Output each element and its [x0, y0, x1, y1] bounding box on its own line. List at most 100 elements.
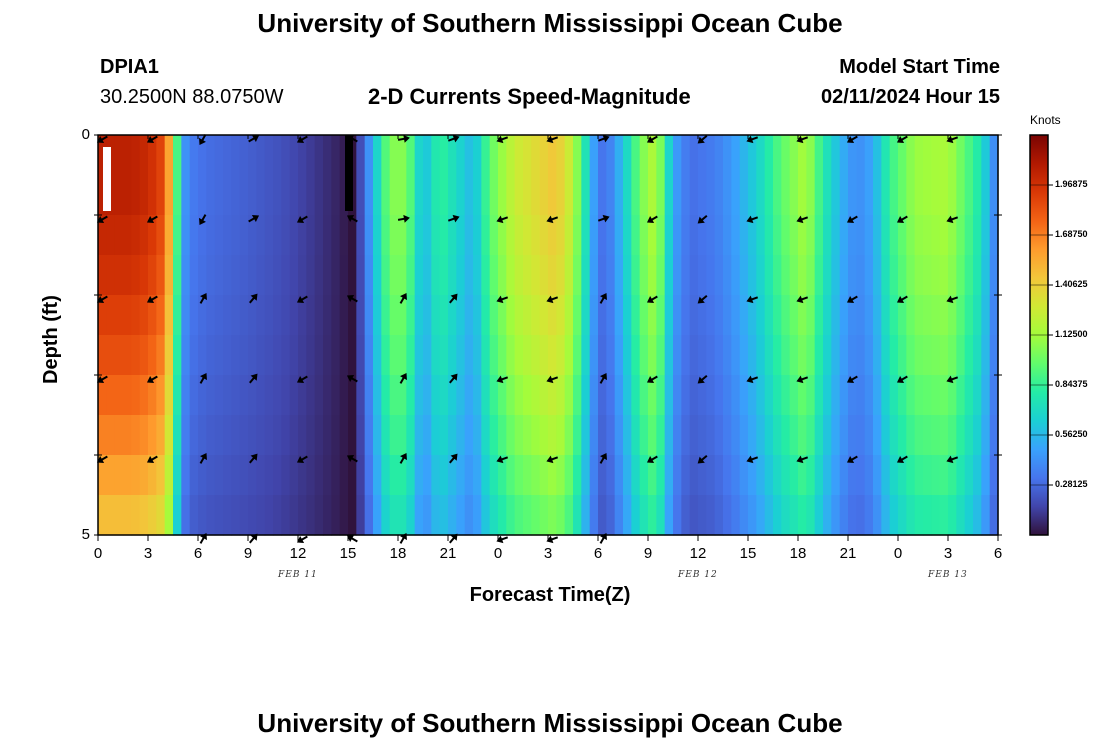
heatmap-cell	[714, 495, 724, 536]
heatmap-cell	[156, 215, 166, 256]
heatmap-cell	[656, 415, 666, 456]
heatmap-cell	[981, 495, 991, 536]
heatmap-cell	[898, 375, 907, 416]
heatmap-cell	[189, 215, 199, 256]
heatmap-cell	[106, 375, 116, 416]
heatmap-cell	[981, 295, 991, 336]
heatmap-cell	[739, 335, 749, 376]
heatmap-cell	[473, 295, 482, 336]
arrow-head	[946, 455, 954, 464]
heatmap-cell	[573, 375, 582, 416]
heatmap-cell	[939, 255, 949, 296]
heatmap-cell	[839, 415, 849, 456]
vector-arrow	[496, 455, 509, 464]
heatmap-cell	[931, 135, 941, 176]
heatmap-cell	[306, 215, 316, 256]
arrow-head	[846, 456, 855, 463]
heatmap-cell	[106, 415, 116, 456]
heatmap-cell	[714, 455, 724, 496]
heatmap-cell	[598, 455, 607, 496]
heatmap-cell	[581, 495, 591, 536]
heatmap-cell	[273, 295, 282, 336]
heatmap-cell	[339, 295, 349, 336]
heatmap-cell	[548, 335, 557, 376]
heatmap-cell	[114, 495, 124, 536]
heatmap-cell	[831, 295, 841, 336]
heatmap-cell	[914, 135, 924, 176]
heatmap-cell	[781, 135, 791, 176]
heatmap-cell	[764, 215, 774, 256]
heatmap-cell	[881, 135, 891, 176]
heatmap-cell	[239, 215, 249, 256]
vector-arrow	[146, 455, 158, 463]
heatmap-cell	[548, 375, 557, 416]
heatmap-cell	[731, 455, 741, 496]
heatmap-cell	[364, 295, 374, 336]
colorbar-tick-label: 0.56250	[1055, 429, 1088, 439]
vector-arrow	[397, 134, 410, 143]
heatmap-cell	[748, 335, 757, 376]
heatmap-cell	[214, 415, 224, 456]
heatmap-cell	[956, 375, 966, 416]
heatmap-cell	[731, 295, 741, 336]
heatmap-cell	[381, 495, 391, 536]
heatmap-cell	[606, 295, 616, 336]
heatmap-cell	[164, 375, 174, 416]
heatmap-cell	[323, 295, 332, 336]
heatmap-cell	[356, 495, 366, 536]
vector-arrow	[248, 135, 260, 143]
heatmap-cell	[839, 495, 849, 536]
heatmap-cell	[623, 135, 632, 176]
heatmap-cell	[156, 135, 166, 176]
heatmap-cell	[314, 295, 324, 336]
x-tick-label: 6	[193, 545, 203, 562]
heatmap-cell	[898, 215, 907, 256]
x-tick-label: 21	[439, 545, 457, 562]
heatmap-cell	[864, 455, 874, 496]
arrow-head	[346, 295, 355, 302]
heatmap-cell	[206, 295, 216, 336]
heatmap-cell	[689, 415, 699, 456]
heatmap-cell	[723, 415, 732, 456]
arrow-head	[346, 375, 355, 382]
heatmap-cell	[673, 375, 682, 416]
heatmap-cell	[264, 255, 274, 296]
heatmap-cell	[681, 335, 691, 376]
heatmap-cell	[448, 495, 457, 536]
heatmap-cell	[273, 455, 282, 496]
heatmap-cell	[531, 415, 541, 456]
heatmap-cell	[898, 295, 907, 336]
heatmap-cell	[131, 135, 141, 176]
heatmap-cell	[314, 415, 324, 456]
heatmap-cell	[514, 215, 524, 256]
arrow-head	[199, 137, 206, 146]
heatmap-cell	[781, 375, 791, 416]
heatmap-cell	[973, 295, 982, 336]
x-tick-label: 15	[739, 545, 757, 562]
heatmap-cell	[831, 455, 841, 496]
heatmap-cell	[448, 455, 457, 496]
heatmap-cell	[248, 175, 257, 216]
heatmap-cell	[648, 455, 657, 496]
arrow-head	[346, 135, 355, 142]
arrow-head	[296, 376, 305, 383]
heatmap-cell	[989, 215, 999, 256]
heatmap-cell	[489, 175, 499, 216]
heatmap-cell	[506, 335, 516, 376]
heatmap-cell	[539, 415, 549, 456]
heatmap-cell	[239, 135, 249, 176]
heatmap-cell	[781, 255, 791, 296]
heatmap-cell	[348, 215, 357, 256]
heatmap-cell	[664, 455, 674, 496]
heatmap-cell	[556, 175, 566, 216]
heatmap-cell	[589, 175, 599, 216]
heatmap-cell	[123, 175, 132, 216]
x-axis-label: Forecast Time(Z)	[469, 584, 631, 606]
heatmap-cell	[364, 335, 374, 376]
heatmap-cell	[198, 375, 207, 416]
heatmap-cell	[148, 375, 157, 416]
heatmap-cell	[856, 375, 866, 416]
heatmap-cell	[964, 455, 974, 496]
vector-arrow	[697, 295, 708, 304]
heatmap-cell	[506, 375, 516, 416]
